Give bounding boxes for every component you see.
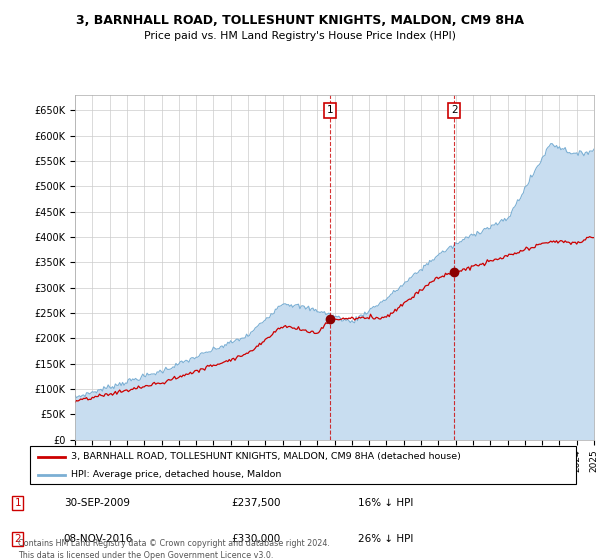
- Text: 3, BARNHALL ROAD, TOLLESHUNT KNIGHTS, MALDON, CM9 8HA (detached house): 3, BARNHALL ROAD, TOLLESHUNT KNIGHTS, MA…: [71, 452, 461, 461]
- Text: 1: 1: [14, 498, 21, 507]
- Text: £237,500: £237,500: [231, 498, 280, 507]
- Text: Contains HM Land Registry data © Crown copyright and database right 2024.
This d: Contains HM Land Registry data © Crown c…: [18, 539, 330, 560]
- Text: 3, BARNHALL ROAD, TOLLESHUNT KNIGHTS, MALDON, CM9 8HA: 3, BARNHALL ROAD, TOLLESHUNT KNIGHTS, MA…: [76, 14, 524, 27]
- Text: Price paid vs. HM Land Registry's House Price Index (HPI): Price paid vs. HM Land Registry's House …: [144, 31, 456, 41]
- Text: 16% ↓ HPI: 16% ↓ HPI: [358, 498, 413, 507]
- Text: 08-NOV-2016: 08-NOV-2016: [64, 534, 133, 544]
- Text: 26% ↓ HPI: 26% ↓ HPI: [358, 534, 413, 544]
- Text: 1: 1: [327, 105, 334, 115]
- Text: £330,000: £330,000: [231, 534, 280, 544]
- Text: 30-SEP-2009: 30-SEP-2009: [64, 498, 130, 507]
- Text: 2: 2: [14, 534, 21, 544]
- Text: 2: 2: [451, 105, 457, 115]
- Text: HPI: Average price, detached house, Maldon: HPI: Average price, detached house, Mald…: [71, 470, 281, 479]
